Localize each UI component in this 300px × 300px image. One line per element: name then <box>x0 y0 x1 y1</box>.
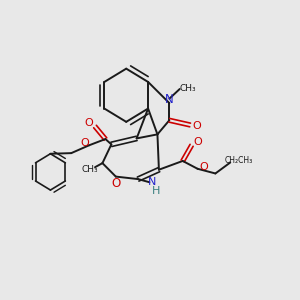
Text: N: N <box>148 177 157 187</box>
Text: N: N <box>165 93 174 106</box>
Text: O: O <box>192 121 201 131</box>
Text: O: O <box>199 162 208 172</box>
Text: O: O <box>85 118 93 128</box>
Text: O: O <box>193 137 202 147</box>
Text: O: O <box>80 138 89 148</box>
Text: H: H <box>152 186 160 196</box>
Text: O: O <box>111 177 120 190</box>
Text: CH₃: CH₃ <box>180 84 196 93</box>
Text: CH₂CH₃: CH₂CH₃ <box>225 156 253 165</box>
Text: CH₃: CH₃ <box>82 165 98 174</box>
